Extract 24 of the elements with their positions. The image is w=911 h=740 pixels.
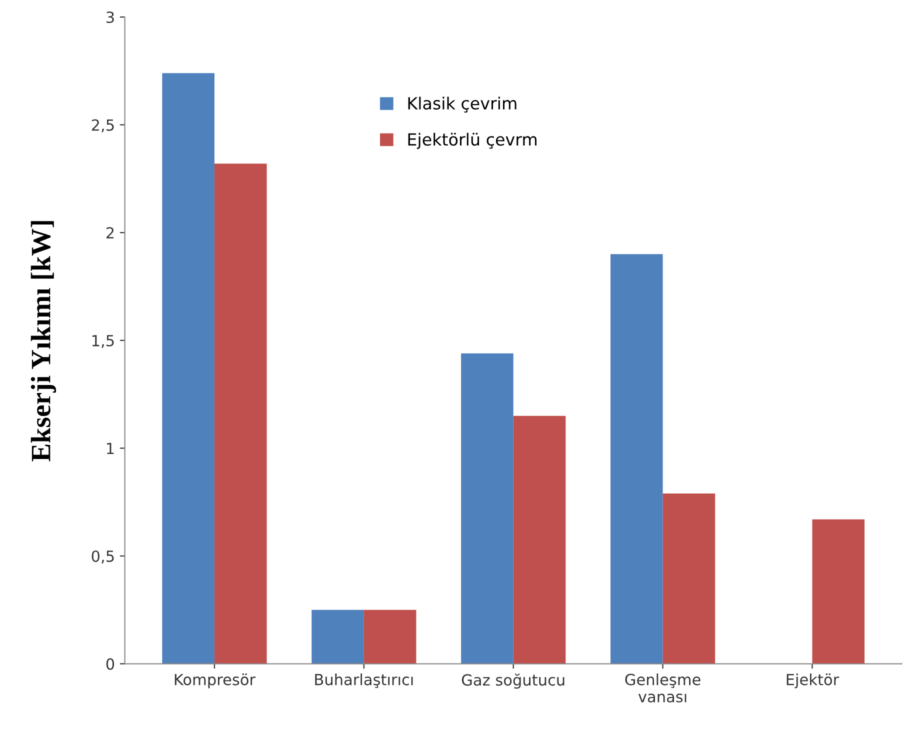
- legend-label: Ejektörlü çevrm: [408, 132, 536, 149]
- bar: [312, 610, 364, 664]
- bar: [812, 519, 865, 664]
- bar: [162, 73, 214, 664]
- bar: [610, 254, 663, 664]
- y-tick-label: 2: [106, 227, 114, 238]
- bar: [662, 493, 716, 664]
- x-tick-label: Buharlaştırıcı: [315, 674, 413, 688]
- y-tick-label: 3: [106, 11, 114, 24]
- bar: [214, 164, 267, 664]
- y-tick-label: 0: [106, 658, 114, 670]
- y-axis-title: Ekserji Yıkımı [kW]: [30, 221, 56, 462]
- legend-label: Klasik çevrim: [408, 96, 516, 113]
- y-tick-label: 1: [107, 442, 114, 454]
- bar: [364, 610, 416, 664]
- y-tick-label: 2,5: [92, 119, 114, 132]
- x-tick-label: Kompresör: [174, 674, 256, 688]
- x-tick-label: Genleşme vanası: [625, 674, 700, 702]
- bar: [513, 416, 566, 664]
- y-tick-label: 0,5: [92, 550, 114, 564]
- x-tick-label: Ejektör: [786, 674, 840, 688]
- x-tick-label: Gaz soğutucu: [462, 674, 564, 689]
- y-tick-label: 1,5: [92, 335, 114, 348]
- bar: [461, 353, 514, 664]
